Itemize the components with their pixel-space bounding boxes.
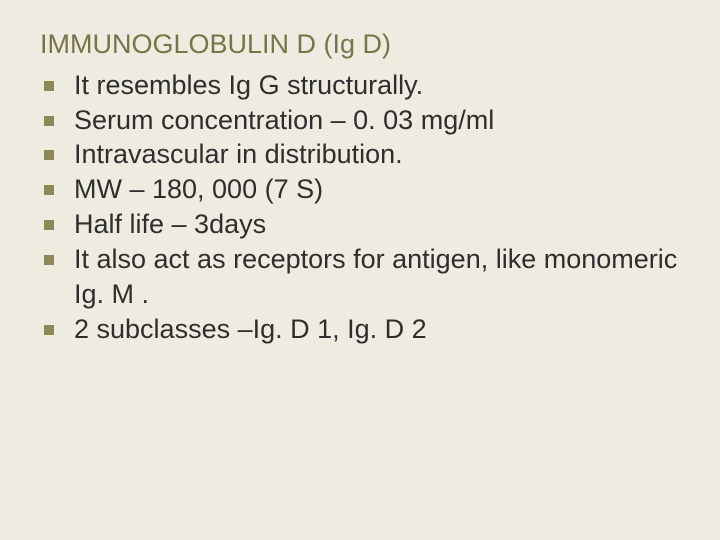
list-item: 2 subclasses –Ig. D 1, Ig. D 2 <box>40 312 690 347</box>
list-item: Half life – 3days <box>40 207 690 242</box>
bullet-list: It resembles Ig G structurally. Serum co… <box>40 68 690 347</box>
list-item: Serum concentration – 0. 03 mg/ml <box>40 103 690 138</box>
list-item: It resembles Ig G structurally. <box>40 68 690 103</box>
slide-title: IMMUNOGLOBULIN D (Ig D) <box>40 28 690 62</box>
list-item: It also act as receptors for antigen, li… <box>40 242 690 312</box>
slide: IMMUNOGLOBULIN D (Ig D) It resembles Ig … <box>0 0 720 540</box>
list-item: Intravascular in distribution. <box>40 137 690 172</box>
list-item: MW – 180, 000 (7 S) <box>40 172 690 207</box>
